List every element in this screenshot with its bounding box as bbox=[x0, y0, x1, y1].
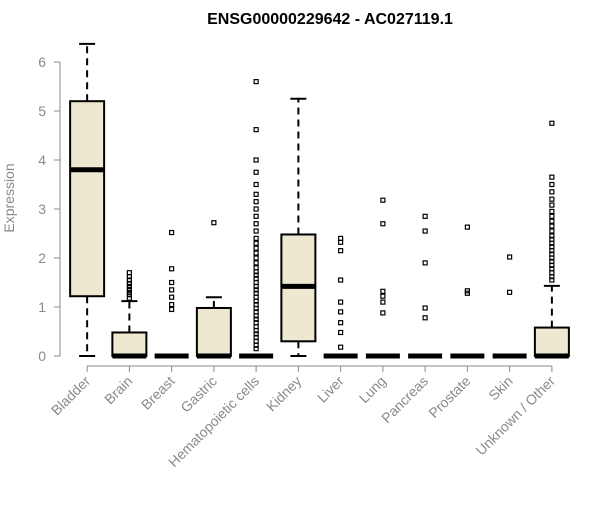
outlier-point bbox=[169, 279, 175, 286]
outlier-point bbox=[126, 283, 132, 290]
outlier-point bbox=[549, 189, 555, 195]
outlier-point bbox=[380, 221, 386, 227]
x-tick-label: Unknown / Other bbox=[472, 373, 558, 459]
y-axis-label: Expression bbox=[1, 163, 17, 232]
outlier-point bbox=[169, 294, 175, 300]
outlier-point bbox=[253, 157, 259, 163]
y-tick-label: 3 bbox=[38, 201, 46, 217]
outlier-point bbox=[253, 228, 259, 234]
y-tick-label: 6 bbox=[38, 54, 46, 70]
y-tick-label: 5 bbox=[38, 103, 46, 119]
outlier-point bbox=[253, 240, 259, 246]
outlier-point bbox=[253, 265, 259, 271]
x-tick-label: Kidney bbox=[263, 373, 305, 415]
outlier-point bbox=[338, 235, 344, 241]
x-tick-label: Liver bbox=[314, 373, 347, 406]
outlier-point bbox=[422, 305, 428, 311]
outlier-point bbox=[169, 229, 175, 236]
outlier-point bbox=[507, 289, 513, 295]
outlier-point bbox=[549, 213, 555, 219]
outlier-point bbox=[549, 120, 555, 126]
outlier-point bbox=[549, 208, 555, 215]
outlier-point bbox=[338, 248, 344, 254]
outlier-point bbox=[549, 223, 555, 229]
outlier-point bbox=[126, 270, 132, 276]
outlier-point bbox=[338, 344, 344, 350]
outlier-point bbox=[253, 78, 259, 85]
outlier-point bbox=[253, 199, 259, 205]
x-tick-label: Skin bbox=[485, 373, 516, 404]
chart-title: ENSG00000229642 - AC027119.1 bbox=[207, 11, 453, 28]
x-tick-label: Breast bbox=[138, 373, 178, 413]
outlier-point bbox=[507, 254, 513, 260]
box-iqr bbox=[111, 331, 148, 358]
outlier-point bbox=[549, 174, 555, 180]
outlier-point bbox=[380, 197, 386, 203]
outlier-point bbox=[253, 245, 259, 251]
outlier-point bbox=[253, 255, 259, 261]
x-tick-label: Bladder bbox=[48, 373, 94, 419]
outlier-point bbox=[422, 213, 428, 219]
outlier-point bbox=[549, 196, 555, 202]
outlier-point bbox=[253, 221, 259, 227]
outlier-point bbox=[126, 286, 132, 292]
outlier-point bbox=[464, 288, 470, 294]
outlier-point bbox=[338, 320, 344, 326]
outlier-point bbox=[253, 235, 259, 241]
outlier-point bbox=[169, 301, 175, 308]
outlier-point bbox=[338, 329, 344, 336]
outlier-point bbox=[253, 127, 259, 133]
outlier-point bbox=[253, 206, 259, 212]
x-tick-label: Pancreas bbox=[378, 373, 431, 426]
outlier-point bbox=[338, 277, 344, 283]
outlier-point bbox=[549, 233, 555, 239]
box-iqr bbox=[69, 100, 106, 298]
y-tick-label: 2 bbox=[38, 250, 46, 266]
outlier-point bbox=[422, 260, 428, 266]
y-tick-label: 4 bbox=[38, 152, 46, 168]
outlier-point bbox=[549, 218, 555, 224]
outlier-point bbox=[253, 181, 259, 188]
outlier-point bbox=[169, 306, 175, 313]
y-tick-label: 0 bbox=[38, 348, 46, 364]
outlier-point bbox=[549, 228, 555, 234]
outlier-point bbox=[422, 228, 428, 234]
outlier-point bbox=[549, 181, 555, 188]
outlier-point bbox=[338, 299, 344, 305]
y-tick-label: 1 bbox=[38, 299, 46, 315]
outlier-point bbox=[549, 202, 555, 208]
x-tick-label: Brain bbox=[101, 373, 135, 407]
outlier-point bbox=[169, 287, 175, 293]
outlier-point bbox=[422, 315, 428, 321]
outlier-point bbox=[253, 191, 259, 197]
outlier-point bbox=[253, 250, 259, 256]
outlier-point bbox=[253, 213, 259, 219]
x-tick-label: Prostate bbox=[425, 373, 473, 421]
outlier-point bbox=[380, 293, 386, 299]
outlier-point bbox=[464, 224, 470, 230]
outlier-point bbox=[338, 309, 344, 315]
outlier-point bbox=[380, 299, 386, 305]
box-iqr bbox=[533, 326, 570, 357]
outlier-point bbox=[169, 266, 175, 272]
outlier-point bbox=[253, 260, 259, 266]
outlier-point bbox=[380, 310, 386, 316]
outlier-point bbox=[253, 169, 259, 175]
outlier-point bbox=[126, 289, 132, 295]
outlier-point bbox=[211, 220, 217, 226]
box-iqr bbox=[195, 306, 232, 358]
x-tick-label: Lung bbox=[356, 373, 389, 406]
outlier-point bbox=[380, 288, 386, 294]
